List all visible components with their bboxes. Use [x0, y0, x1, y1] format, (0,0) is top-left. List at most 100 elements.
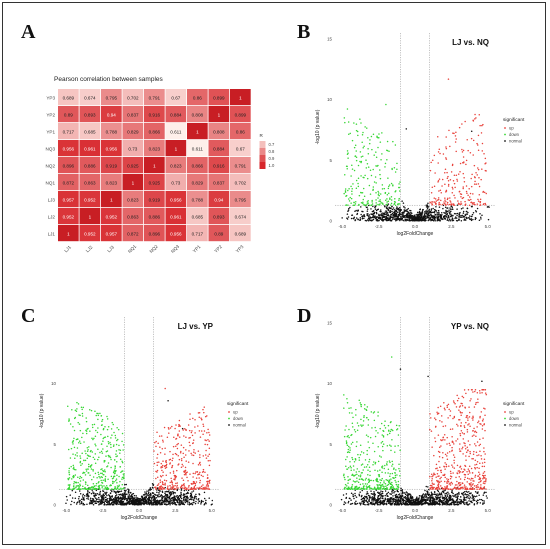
point-down — [386, 194, 389, 196]
point-up — [195, 471, 197, 473]
point-normal — [438, 502, 441, 505]
point-normal — [437, 503, 439, 505]
point-normal — [468, 216, 470, 219]
point-normal — [82, 498, 85, 501]
point-normal — [460, 500, 462, 503]
point-down — [377, 146, 379, 149]
point-up — [169, 463, 171, 465]
heatmap-cell-value: 0.919 — [106, 163, 118, 168]
point-up — [196, 471, 199, 473]
point-normal — [357, 218, 359, 220]
point-up — [482, 190, 485, 193]
point-normal — [444, 493, 446, 495]
point-up — [187, 461, 190, 463]
point-down — [373, 154, 375, 156]
heatmap-cell-value: 1 — [239, 95, 242, 100]
point-normal — [425, 493, 427, 496]
point-normal — [425, 212, 428, 215]
point-normal — [147, 503, 150, 505]
point-normal — [160, 501, 163, 503]
heatmap-cell — [58, 157, 79, 174]
heatmap-cell-value: 0.956 — [170, 231, 182, 236]
point-normal — [425, 210, 427, 213]
heatmap-cell — [165, 123, 187, 140]
point-normal — [408, 493, 410, 495]
point-down — [368, 458, 371, 461]
point-normal — [173, 496, 176, 499]
point-normal — [108, 499, 111, 502]
point-down — [393, 166, 396, 169]
point-normal — [353, 497, 355, 500]
point-normal — [105, 501, 108, 504]
point-normal — [427, 213, 429, 216]
point-normal — [205, 502, 207, 505]
point-up — [207, 455, 209, 457]
point-normal — [166, 496, 169, 499]
point-normal — [156, 504, 159, 506]
point-down — [95, 414, 97, 417]
point-normal — [364, 219, 367, 222]
heatmap-cell — [79, 157, 101, 174]
point-normal — [407, 498, 410, 500]
point-down — [383, 480, 385, 482]
point-down — [72, 467, 75, 470]
heatmap-cell-value: 0.73 — [128, 146, 137, 151]
point-down — [379, 482, 382, 484]
plot-area — [335, 317, 495, 505]
point-down — [344, 174, 346, 176]
point-up — [176, 469, 178, 472]
point-normal — [102, 494, 105, 496]
point-down — [388, 480, 391, 482]
point-down — [70, 465, 72, 468]
point-normal — [408, 219, 411, 221]
point-down — [393, 200, 396, 203]
point-normal — [384, 497, 387, 500]
point-down — [360, 451, 363, 453]
point-up — [459, 171, 461, 173]
point-down — [386, 140, 389, 143]
heatmap-cell — [208, 106, 230, 123]
point-normal — [479, 498, 481, 501]
point-down — [375, 165, 377, 167]
point-normal — [387, 500, 389, 503]
point-down — [366, 488, 368, 490]
point-up — [202, 455, 205, 457]
point-down — [364, 459, 367, 461]
point-down — [347, 152, 349, 154]
point-down — [343, 435, 346, 438]
point-normal — [165, 494, 168, 496]
point-up — [429, 169, 432, 172]
point-up — [167, 485, 169, 487]
point-normal — [127, 488, 129, 490]
point-up — [465, 190, 468, 193]
heatmap-cell — [144, 191, 165, 208]
point-down — [350, 185, 352, 188]
heatmap-cell — [230, 225, 251, 242]
point-normal — [431, 211, 433, 214]
point-normal — [153, 499, 156, 502]
point-normal — [149, 488, 151, 491]
point-up — [462, 172, 464, 175]
point-down — [345, 425, 347, 427]
point-down — [367, 435, 369, 438]
point-normal — [448, 493, 450, 495]
point-up — [441, 178, 444, 181]
point-down — [382, 443, 385, 445]
point-down — [107, 478, 109, 480]
point-normal — [436, 212, 439, 214]
heatmap-cell-value: 0.884 — [170, 112, 182, 117]
point-up — [199, 461, 201, 464]
point-normal — [378, 216, 380, 219]
point-up — [478, 194, 481, 196]
point-normal — [103, 504, 105, 506]
point-down — [370, 411, 373, 413]
point-down — [384, 427, 387, 429]
point-up — [457, 200, 459, 202]
point-normal — [433, 500, 435, 502]
panel-letter-d: D — [297, 305, 312, 327]
point-up — [444, 183, 446, 185]
point-normal — [98, 498, 100, 501]
point-normal — [362, 500, 365, 503]
point-normal — [134, 497, 136, 500]
point-down — [123, 475, 125, 477]
